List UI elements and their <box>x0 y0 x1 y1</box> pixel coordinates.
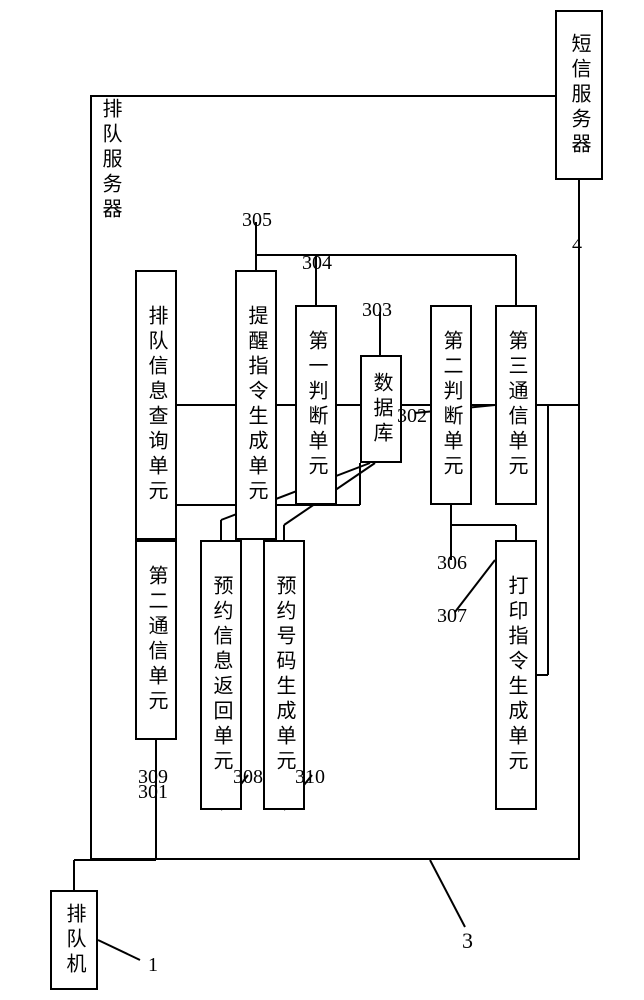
second-judge-box: 第二判断单元 <box>430 305 472 505</box>
third-comm-num: 302 <box>397 406 427 426</box>
remind-gen-num: 305 <box>242 210 272 230</box>
resv-num-gen-num: 310 <box>295 767 325 787</box>
queue-query-label: 排队信息查询单元 <box>146 305 166 505</box>
print-gen-label: 打印指令生成单元 <box>506 575 526 775</box>
return-info-label: 预约信息返回单元 <box>211 575 231 775</box>
third-comm-label: 第三通信单元 <box>506 330 526 480</box>
sms-server-label: 短信服务器 <box>569 33 589 158</box>
print-gen-box: 打印指令生成单元 <box>495 540 537 810</box>
remind-gen-box: 提醒指令生成单元 <box>235 270 277 540</box>
second-comm-label: 第二通信单元 <box>146 565 166 715</box>
database-num: 303 <box>362 300 392 320</box>
database-box: 数据库 <box>360 355 402 463</box>
database-label: 数据库 <box>371 372 391 447</box>
queue-machine-box: 排队机 <box>50 890 98 990</box>
resv-num-gen-label: 预约号码生成单元 <box>274 575 294 775</box>
server-title: 排队服务器 <box>100 98 120 223</box>
first-judge-label: 第一判断单元 <box>306 330 326 480</box>
diagram-canvas: 排队服务器 短信服务器 4 排队机 1 3 提醒指令生成单元 305 第一判断单… <box>0 0 644 1000</box>
second-comm-num: 301 <box>138 782 168 802</box>
print-gen-num: 307 <box>437 606 467 626</box>
queue-machine-num: 1 <box>148 955 158 975</box>
first-judge-box: 第一判断单元 <box>295 305 337 505</box>
second-comm-box: 第二通信单元 <box>135 540 177 740</box>
queue-query-box: 排队信息查询单元 <box>135 270 177 540</box>
return-info-num: 308 <box>233 767 263 787</box>
sms-server-num: 4 <box>572 235 582 255</box>
queue-machine-label: 排队机 <box>64 903 84 978</box>
sms-server-box: 短信服务器 <box>555 10 603 180</box>
remind-gen-label: 提醒指令生成单元 <box>246 305 266 505</box>
third-comm-box: 第三通信单元 <box>495 305 537 505</box>
first-judge-num: 304 <box>302 253 332 273</box>
server-num: 3 <box>462 930 473 952</box>
second-judge-label: 第二判断单元 <box>441 330 461 480</box>
second-judge-num: 306 <box>437 553 467 573</box>
